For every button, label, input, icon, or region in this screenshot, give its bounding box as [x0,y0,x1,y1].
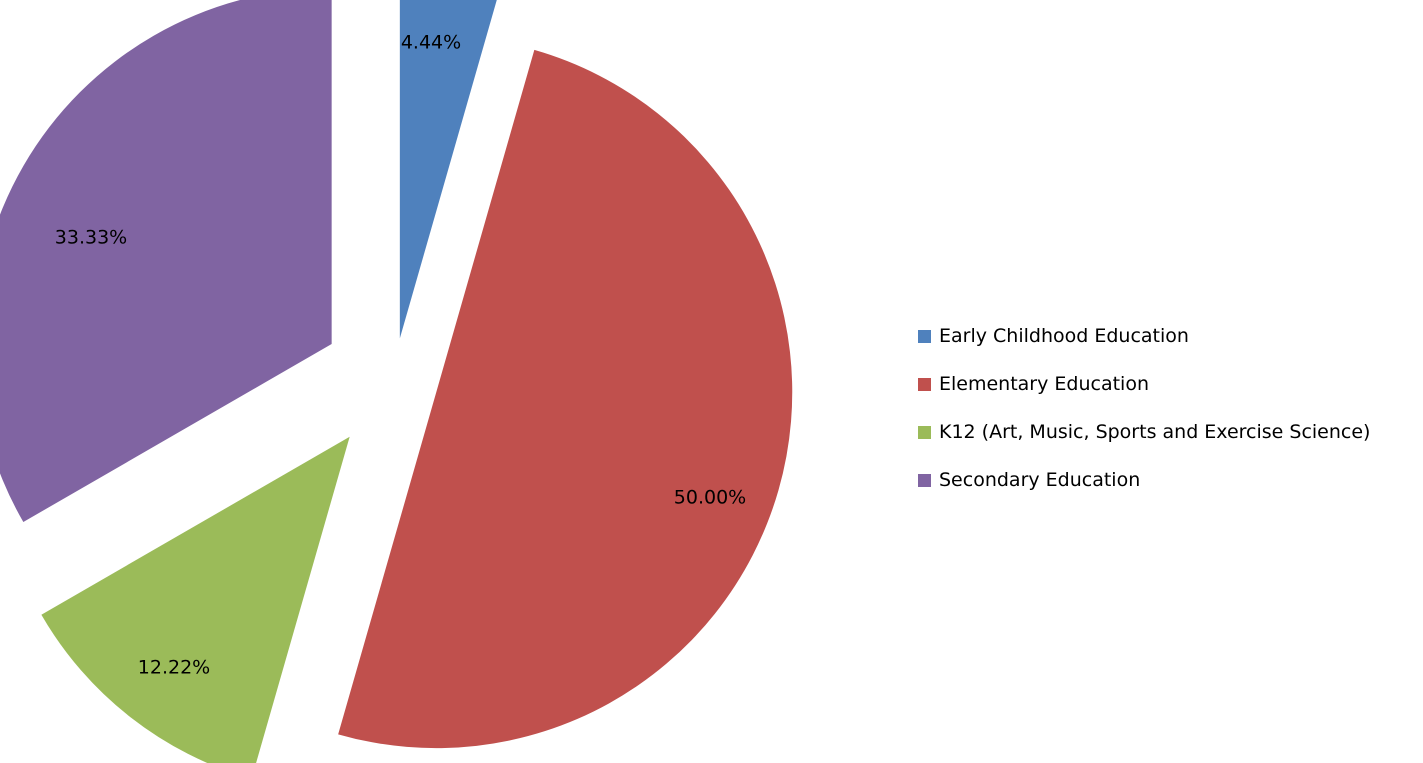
legend-item-secondary: Secondary Education [918,456,1370,504]
legend-item-k12: K12 (Art, Music, Sports and Exercise Sci… [918,408,1370,456]
legend-item-elementary: Elementary Education [918,360,1370,408]
pie-slice-secondary [0,0,332,522]
legend-swatch-secondary [918,473,931,487]
legend-label-k12: K12 (Art, Music, Sports and Exercise Sci… [939,421,1371,443]
legend: Early Childhood Education Elementary Edu… [918,312,1370,504]
legend-item-early-childhood: Early Childhood Education [918,312,1370,360]
pie-slice-early-childhood [399,0,497,339]
legend-swatch-elementary [918,377,931,391]
pie-slice-k12 [41,436,350,763]
data-label-elementary: 50.00% [674,487,746,509]
data-label-early-childhood: 4.44% [401,32,461,54]
data-label-secondary: 33.33% [55,227,127,249]
legend-label-elementary: Elementary Education [939,373,1149,395]
legend-swatch-k12 [918,425,931,439]
legend-swatch-early-childhood [918,329,931,343]
legend-label-early-childhood: Early Childhood Education [939,325,1189,347]
pie-slice-elementary [338,49,793,749]
legend-label-secondary: Secondary Education [939,469,1141,491]
data-label-k12: 12.22% [138,657,210,679]
